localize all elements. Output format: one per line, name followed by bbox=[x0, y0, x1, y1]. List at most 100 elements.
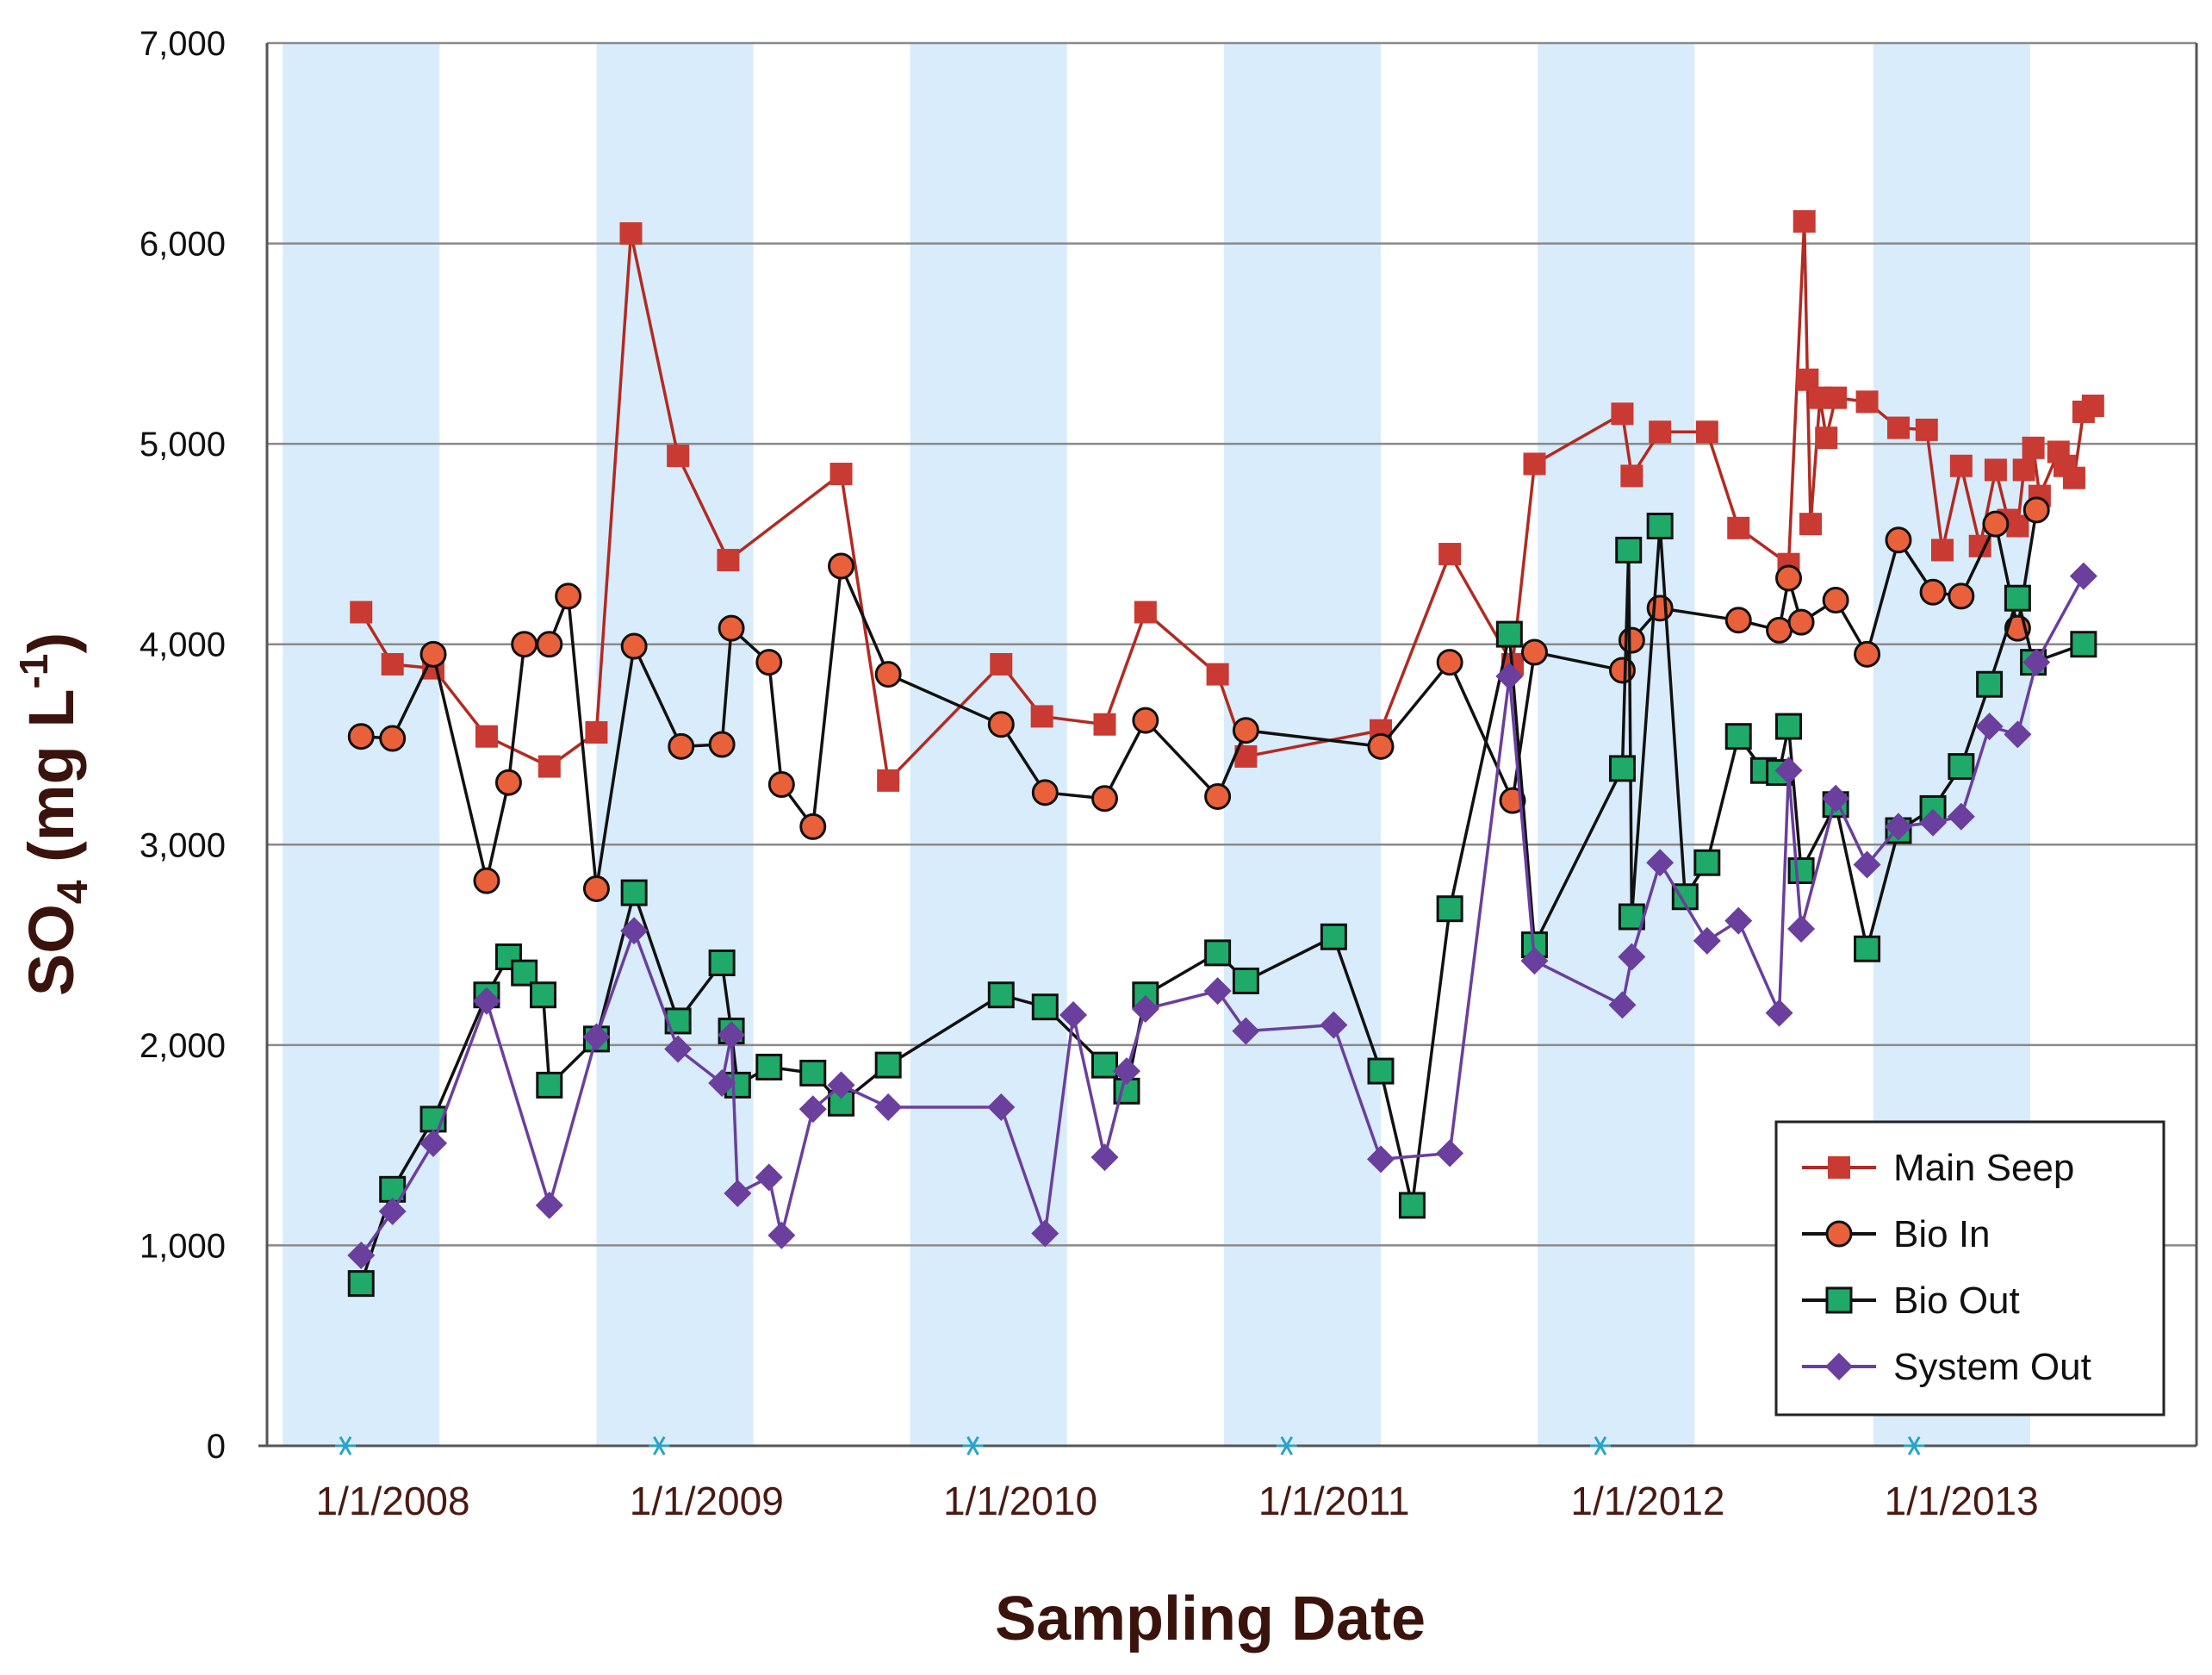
x-tick-label-1: 1/1/2009 bbox=[630, 1479, 784, 1523]
legend-marker-3 bbox=[1825, 1353, 1853, 1380]
point-1-1 bbox=[379, 725, 407, 752]
point-1-38 bbox=[1919, 578, 1947, 606]
point-1-22 bbox=[1204, 782, 1232, 810]
point-0-25 bbox=[1727, 516, 1750, 539]
legend-entry-1: Bio In bbox=[1802, 1213, 1991, 1255]
y-tick-label-1: 1,000 bbox=[140, 1227, 226, 1265]
point-3-21 bbox=[1131, 994, 1159, 1023]
point-3-7 bbox=[664, 1035, 693, 1063]
shaded-period-2 bbox=[910, 43, 1067, 1446]
point-0-7 bbox=[667, 445, 690, 468]
point-0-18 bbox=[1438, 543, 1462, 566]
point-0-42 bbox=[2012, 458, 2035, 482]
point-2-47 bbox=[1976, 670, 2004, 698]
year-star-stroke bbox=[966, 1435, 979, 1456]
point-3-11 bbox=[755, 1163, 783, 1192]
y-axis-title: SO4 (mg L-1) bbox=[11, 632, 96, 996]
shaded-period-4 bbox=[1538, 43, 1695, 1446]
point-1-15 bbox=[799, 813, 827, 840]
year-star-stroke bbox=[1280, 1435, 1294, 1456]
point-1-4 bbox=[494, 769, 522, 796]
legend-label-2: Bio Out bbox=[1893, 1280, 2020, 1322]
point-0-33 bbox=[1855, 390, 1879, 414]
legend-marker-1 bbox=[1825, 1220, 1853, 1248]
point-3-16 bbox=[987, 1093, 1016, 1121]
point-3-39 bbox=[1884, 813, 1912, 841]
point-2-32 bbox=[1615, 536, 1643, 564]
point-1-5 bbox=[511, 631, 538, 658]
year-star-stroke bbox=[339, 1435, 352, 1456]
x-tick-label-5: 1/1/2013 bbox=[1885, 1479, 2039, 1523]
point-0-1 bbox=[381, 652, 404, 676]
point-3-38 bbox=[1853, 850, 1881, 879]
y-tick-label-0: 0 bbox=[207, 1428, 226, 1466]
year-star-5 bbox=[1904, 1435, 1925, 1456]
point-3-0 bbox=[347, 1242, 376, 1270]
point-0-23 bbox=[1649, 420, 1672, 444]
y-tick-label-4: 4,000 bbox=[140, 626, 226, 664]
point-2-9 bbox=[620, 879, 648, 906]
point-1-19 bbox=[1031, 779, 1059, 806]
point-0-12 bbox=[1030, 705, 1053, 728]
point-1-0 bbox=[347, 723, 375, 750]
point-1-31 bbox=[1724, 607, 1752, 634]
point-2-20 bbox=[1090, 1051, 1118, 1079]
point-3-30 bbox=[1618, 943, 1646, 971]
point-0-37 bbox=[1949, 454, 1973, 477]
year-star-stroke bbox=[1907, 1435, 1921, 1456]
point-2-5 bbox=[511, 959, 538, 987]
point-0-31 bbox=[1815, 427, 1838, 450]
legend-marker-0 bbox=[1828, 1156, 1850, 1179]
point-0-29 bbox=[1799, 513, 1822, 536]
point-0-3 bbox=[475, 725, 498, 748]
point-1-36 bbox=[1854, 640, 1881, 668]
legend-entry-2: Bio Out bbox=[1802, 1280, 2020, 1322]
point-2-11 bbox=[708, 950, 736, 977]
point-3-40 bbox=[1919, 808, 1948, 837]
y-tick-label-3: 3,000 bbox=[140, 826, 226, 864]
point-2-41 bbox=[1787, 857, 1815, 885]
point-0-27 bbox=[1793, 209, 1816, 233]
point-3-12 bbox=[767, 1221, 796, 1249]
point-2-28 bbox=[1436, 895, 1463, 923]
point-0-49 bbox=[2081, 394, 2104, 417]
point-3-18 bbox=[1059, 1000, 1088, 1029]
point-2-15 bbox=[799, 1059, 827, 1087]
point-2-25 bbox=[1320, 923, 1347, 950]
point-0-41 bbox=[2006, 514, 2029, 538]
point-3-23 bbox=[1232, 1017, 1260, 1045]
point-2-29 bbox=[1495, 620, 1523, 648]
point-3-42 bbox=[1975, 713, 2004, 741]
point-1-29 bbox=[1618, 626, 1645, 654]
point-2-48 bbox=[2004, 584, 2031, 612]
point-3-3 bbox=[472, 987, 500, 1015]
series-layer bbox=[347, 209, 2104, 1298]
point-2-31 bbox=[1608, 755, 1636, 782]
point-1-37 bbox=[1885, 526, 1912, 554]
point-2-36 bbox=[1693, 849, 1721, 876]
point-1-42 bbox=[2022, 496, 2050, 524]
point-0-36 bbox=[1930, 539, 1954, 562]
point-2-40 bbox=[1775, 713, 1803, 740]
point-1-25 bbox=[1436, 649, 1463, 676]
point-1-34 bbox=[1787, 608, 1815, 636]
point-2-0 bbox=[347, 1270, 375, 1298]
point-0-5 bbox=[585, 721, 608, 744]
point-1-11 bbox=[708, 731, 736, 758]
point-1-6 bbox=[536, 631, 563, 658]
point-0-9 bbox=[830, 463, 853, 486]
point-3-2 bbox=[419, 1129, 448, 1157]
point-3-8 bbox=[708, 1069, 736, 1098]
point-0-34 bbox=[1886, 416, 1910, 439]
point-3-32 bbox=[1693, 926, 1721, 955]
point-1-17 bbox=[874, 661, 902, 688]
point-0-14 bbox=[1134, 601, 1157, 624]
point-3-19 bbox=[1090, 1143, 1119, 1172]
series-3 bbox=[347, 562, 2097, 1270]
point-3-9 bbox=[718, 1021, 746, 1049]
point-2-26 bbox=[1367, 1057, 1395, 1085]
point-1-20 bbox=[1090, 785, 1118, 813]
point-1-7 bbox=[555, 582, 582, 610]
point-1-10 bbox=[668, 732, 695, 760]
